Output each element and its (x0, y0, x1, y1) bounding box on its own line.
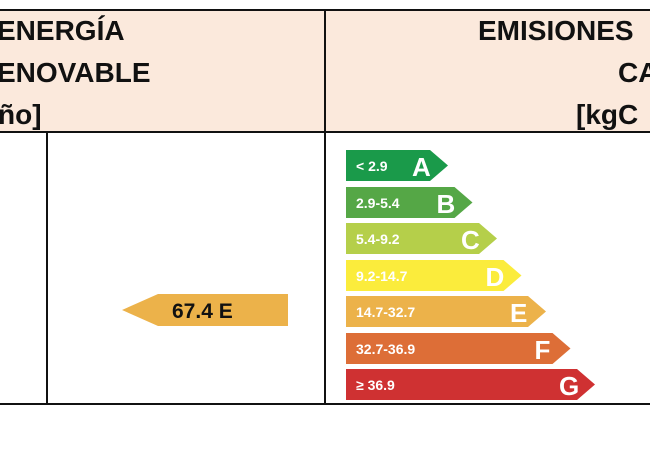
bar-letter: F (534, 334, 551, 365)
rating-bar-g: ≥ 36.9 G (346, 369, 595, 401)
bar-range-label: 14.7-32.7 (356, 304, 416, 320)
rating-indicator-value: 67.4 E (172, 300, 233, 323)
right-header-line-2: CA (618, 57, 650, 88)
left-header-line-2: ENOVABLE (0, 57, 151, 88)
bar-letter: B (436, 188, 456, 219)
bar-arrow-shape (346, 332, 571, 364)
rating-bar-a: < 2.9 A (346, 150, 448, 182)
rating-indicator-arrow: 67.4 E (122, 294, 288, 326)
right-header-line-3: [kgC (576, 99, 639, 130)
bar-range-label: < 2.9 (356, 158, 388, 174)
table-bottom-border (0, 403, 650, 405)
bar-arrow-shape (346, 296, 546, 327)
rating-bar-c: 5.4-9.2 C (346, 223, 497, 255)
bar-range-label: 9.2-14.7 (356, 267, 408, 284)
bar-arrow-shape (346, 186, 473, 218)
bar-letter: C (461, 225, 480, 255)
left-header-line-1: ENERGÍA (0, 15, 125, 46)
bar-range-label: 2.9-5.4 (356, 194, 400, 211)
bar-arrow-shape (346, 150, 448, 181)
column-divider (324, 9, 326, 405)
bar-letter: G (559, 371, 580, 401)
rating-bar-e: 14.7-32.7 E (346, 296, 546, 328)
bar-letter: E (510, 298, 528, 328)
bar-letter: D (485, 261, 505, 292)
indicator-arrow-shape (122, 294, 288, 326)
bar-arrow-shape (346, 259, 522, 291)
left-header-line-3: ño] (0, 99, 42, 130)
right-header-line-1: EMISIONES (478, 15, 634, 46)
bar-arrow-shape (346, 223, 497, 254)
rating-bar-f: 32.7-36.9 F (346, 332, 571, 365)
bar-range-label: ≥ 36.9 (356, 377, 395, 393)
inner-column-divider (46, 133, 48, 405)
rating-bar-d: 9.2-14.7 D (346, 259, 522, 292)
bar-letter: A (412, 152, 431, 182)
bar-range-label: 32.7-36.9 (356, 340, 416, 357)
bar-arrow-shape (346, 369, 595, 400)
rating-bar-b: 2.9-5.4 B (346, 186, 473, 219)
bar-range-label: 5.4-9.2 (356, 231, 400, 247)
